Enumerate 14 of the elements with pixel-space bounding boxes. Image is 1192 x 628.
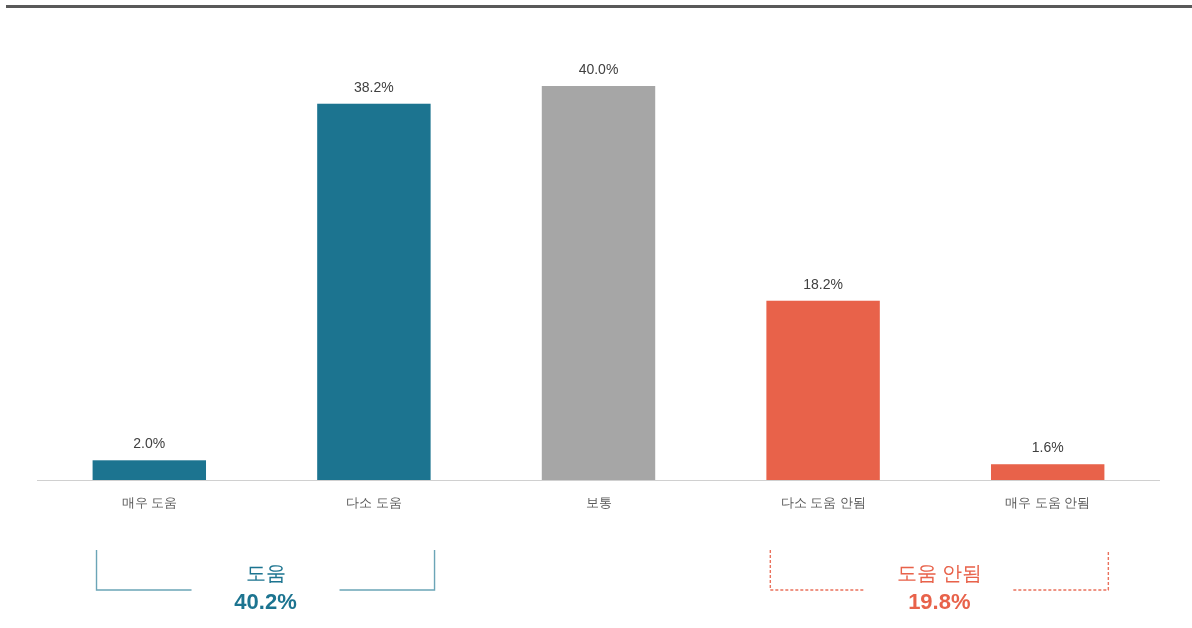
x-tick-label: 다소 도움 안됨 xyxy=(780,496,866,510)
x-tick-label: 보통 xyxy=(585,496,612,510)
text: 40.2% xyxy=(234,589,297,614)
text: 도움 안됨 xyxy=(896,562,983,584)
x-tick-label: 매우 도움 xyxy=(121,496,178,510)
text: 도움 xyxy=(245,562,286,584)
x-tick-label: 다소 도움 xyxy=(346,496,402,510)
data-label: 40.0% xyxy=(578,61,619,77)
data-label: 38.2% xyxy=(354,78,394,95)
text: 19.8% xyxy=(908,589,971,614)
data-label: 18.2% xyxy=(803,275,843,292)
data-label: 2.0% xyxy=(133,435,166,452)
x-tick-label: 매우 도움 안됨 xyxy=(1005,496,1091,510)
data-label: 1.6% xyxy=(1031,439,1064,456)
